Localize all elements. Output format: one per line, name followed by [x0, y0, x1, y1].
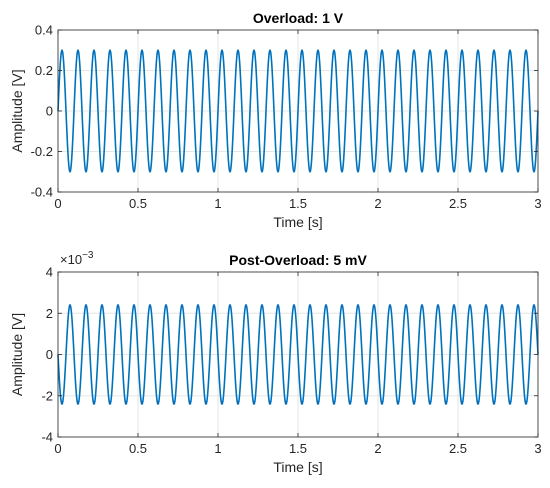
y-tick-label: 0 — [46, 104, 53, 119]
x-tick-label: 3 — [534, 196, 541, 211]
series-line — [57, 304, 539, 405]
x-tick-label: 0 — [54, 441, 61, 456]
y-tick-label: -0.4 — [31, 185, 53, 200]
x-tick-label: 2 — [374, 196, 381, 211]
y-tick-label: 0.4 — [35, 23, 53, 38]
x-tick-label: 1.5 — [289, 441, 307, 456]
x-tick-label: 0.5 — [129, 196, 147, 211]
y-axis-label: Amplitude [V] — [9, 69, 25, 152]
y-tick-label: 0 — [46, 347, 53, 362]
x-tick-label: 3 — [534, 441, 541, 456]
x-tick-label: 2.5 — [449, 441, 467, 456]
chart-1: 0 0.5 1 1.5 2 2.5 3 -0.4 -0.2 0 0.2 0.4 Overload: 1 … — [9, 10, 542, 230]
y-exponent-power: −3 — [82, 250, 94, 261]
y-axis-label: Amplitude [V] — [9, 313, 25, 396]
y-tick-label: -2 — [41, 388, 53, 403]
y-tick-label: -4 — [41, 430, 53, 445]
series-line — [57, 49, 539, 173]
x-tick-label: 0 — [54, 196, 61, 211]
x-tick-label: 0.5 — [129, 441, 147, 456]
chart-title: Post-Overload: 5 mV — [229, 252, 367, 268]
y-exponent-base: ×10 — [60, 252, 82, 267]
x-tick-label: 1.5 — [289, 196, 307, 211]
x-axis-label: Time [s] — [273, 459, 322, 475]
chart-title: Overload: 1 V — [253, 10, 344, 26]
y-tick-label: -0.2 — [31, 144, 53, 159]
x-tick-label: 2.5 — [449, 196, 467, 211]
y-tick-label: 4 — [46, 265, 53, 280]
x-axis-label: Time [s] — [273, 214, 322, 230]
chart-2: 0 0.5 1 1.5 2 2.5 3 -4 -2 0 2 4 Post-Overload: 5 mV T… — [9, 250, 542, 475]
y-exponent-label: ×10−3 — [60, 250, 94, 267]
x-tick-label: 2 — [374, 441, 381, 456]
x-tick-label: 1 — [214, 441, 221, 456]
y-tick-label: 0.2 — [35, 63, 53, 78]
y-tick-label: 2 — [46, 306, 53, 321]
x-tick-label: 1 — [214, 196, 221, 211]
